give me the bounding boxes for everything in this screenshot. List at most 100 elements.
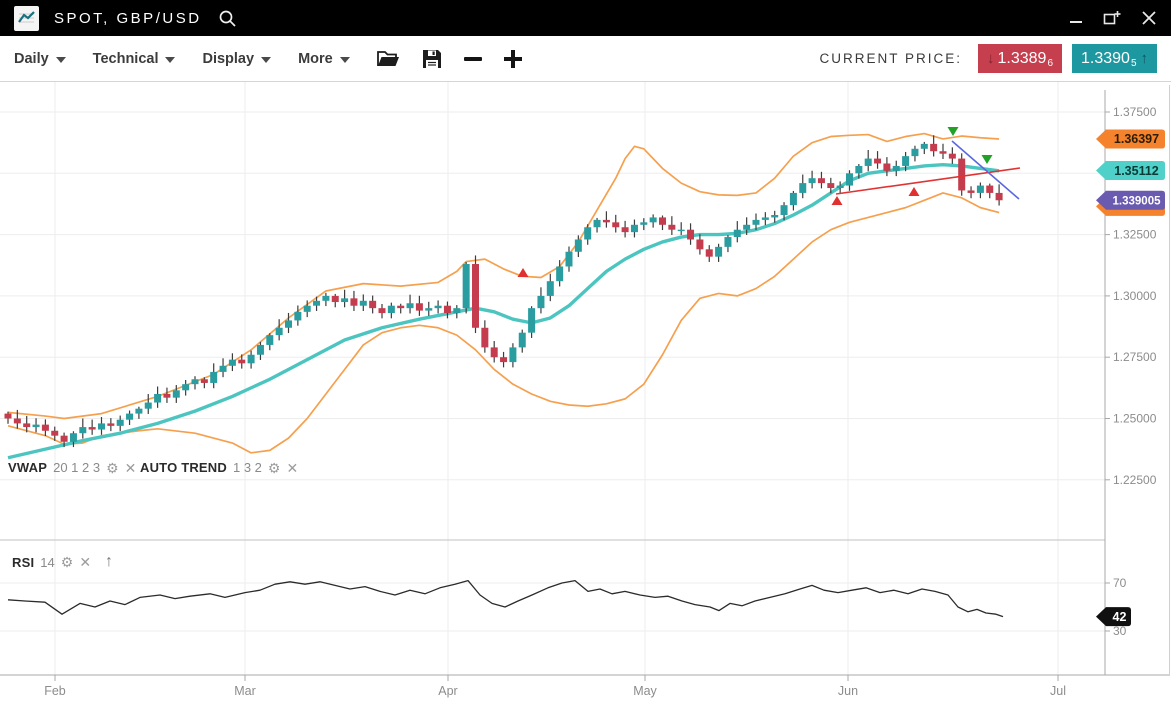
- candle-down: [817, 178, 825, 184]
- timeframe-dropdown[interactable]: Daily: [14, 51, 66, 67]
- candle-up: [387, 305, 395, 314]
- price-tick-label: 1.22500: [1113, 473, 1157, 487]
- candle-up: [228, 359, 236, 366]
- candle-up: [556, 266, 564, 282]
- minimize-button[interactable]: [1069, 11, 1083, 25]
- auto-trend-indicator-label: AUTO TREND 1 3 2 ⚙ ✕: [140, 460, 298, 475]
- bid-price-value: 1.3389: [997, 49, 1047, 67]
- candle-up: [761, 217, 769, 220]
- price-tick-label: 1.27500: [1113, 350, 1157, 364]
- open-chart-button[interactable]: [376, 49, 400, 68]
- vwap-settings-gear-icon[interactable]: ⚙: [106, 459, 119, 476]
- candle-up: [892, 165, 900, 171]
- candle-up: [677, 229, 685, 232]
- candle-down: [939, 151, 947, 154]
- save-chart-button[interactable]: [422, 49, 442, 69]
- more-dropdown-label: More: [298, 50, 333, 67]
- vwap-remove-icon[interactable]: ✕: [124, 459, 137, 476]
- price-tag-label: 1.36397: [1114, 132, 1159, 146]
- auto-trend-settings-gear-icon[interactable]: ⚙: [267, 459, 281, 476]
- popout-button[interactable]: [1103, 10, 1121, 26]
- buy-signal-triangle: [831, 196, 843, 205]
- candle-down: [4, 413, 12, 419]
- candle-up: [69, 433, 77, 442]
- candle-up: [294, 311, 302, 321]
- rsi-indicator-name: RSI: [12, 554, 35, 570]
- candle-up: [799, 183, 807, 193]
- candle-up: [98, 423, 105, 430]
- candle-up: [509, 347, 517, 363]
- month-tick-label: Feb: [44, 684, 66, 698]
- candle-down: [163, 393, 171, 398]
- candle-up: [780, 205, 788, 215]
- candle-down: [331, 295, 339, 303]
- candle-down: [238, 359, 246, 364]
- rsi-value-tag-label: 42: [1113, 610, 1127, 624]
- candle-up: [453, 308, 461, 314]
- candle-down: [397, 305, 405, 309]
- candle-up: [574, 239, 582, 252]
- candle-down: [621, 227, 629, 233]
- candle-up: [743, 224, 751, 230]
- candle-down: [967, 190, 975, 193]
- window-title: SPOT, GBP/USD: [54, 9, 202, 27]
- search-icon[interactable]: [218, 9, 237, 28]
- trend-line: [951, 140, 1020, 200]
- price-tick-label: 1.30000: [1113, 289, 1157, 303]
- candle-up: [462, 264, 470, 309]
- candle-down: [350, 298, 358, 306]
- candle-up: [154, 393, 162, 403]
- candle-down: [827, 183, 835, 189]
- technical-dropdown[interactable]: Technical: [93, 51, 176, 67]
- display-dropdown[interactable]: Display: [202, 50, 272, 67]
- auto-trend-lines: [835, 140, 1021, 200]
- close-button[interactable]: [1141, 10, 1157, 26]
- arrow-down-icon: ↓: [987, 50, 995, 67]
- technical-dropdown-label: Technical: [92, 50, 159, 67]
- more-dropdown[interactable]: More: [298, 51, 350, 67]
- toolbar: Daily Technical Display More: [0, 36, 1171, 82]
- auto-trend-remove-icon[interactable]: ✕: [286, 459, 299, 476]
- vwap-line: [7, 163, 1000, 460]
- candle-down: [472, 264, 479, 328]
- gridlines: [0, 82, 1105, 675]
- candle-down: [200, 379, 208, 383]
- timeframe-dropdown-label: Daily: [14, 50, 49, 67]
- save-floppy-icon: [422, 49, 441, 68]
- candle-down: [986, 185, 994, 193]
- price-tag: [1096, 190, 1165, 210]
- month-tick-label: Jun: [838, 684, 858, 698]
- price-chart-canvas[interactable]: 1.375001.350001.325001.300001.275001.250…: [0, 82, 1171, 702]
- app-chart-logo-icon: [14, 5, 39, 31]
- rsi-remove-icon[interactable]: ✕: [79, 554, 92, 570]
- candle-up: [546, 281, 554, 296]
- candle-down: [378, 308, 386, 314]
- candle-up: [855, 165, 863, 174]
- signal-markers: [517, 127, 993, 277]
- candle-up: [630, 224, 638, 233]
- candle-up: [920, 143, 928, 149]
- rsi-move-up-icon[interactable]: ↑: [105, 553, 114, 570]
- candle-down: [41, 424, 49, 431]
- candle-down: [369, 300, 377, 309]
- rsi-settings-gear-icon[interactable]: ⚙: [60, 554, 74, 570]
- zoom-out-button[interactable]: [463, 56, 482, 61]
- candle-down: [705, 249, 713, 257]
- candle-up: [144, 402, 152, 409]
- chevron-down-icon: [165, 56, 176, 63]
- candle-down: [13, 418, 21, 424]
- price-tick-label: 1.32500: [1113, 228, 1157, 242]
- auto-trend-indicator-params: 1 3 2: [232, 460, 262, 475]
- chevron-down-icon: [55, 56, 66, 63]
- candle-up: [846, 173, 853, 186]
- candle-up: [752, 219, 760, 225]
- sell-signal-triangle: [947, 127, 959, 136]
- candle-up: [210, 371, 218, 383]
- zoom-in-button[interactable]: [503, 49, 522, 68]
- display-dropdown-label: Display: [202, 50, 255, 67]
- bid-price-pip: 6: [1047, 58, 1053, 69]
- vwap-line: [7, 163, 1000, 460]
- candle-up: [537, 295, 545, 309]
- month-tick-label: May: [633, 684, 657, 698]
- chart-frame: [0, 85, 1170, 676]
